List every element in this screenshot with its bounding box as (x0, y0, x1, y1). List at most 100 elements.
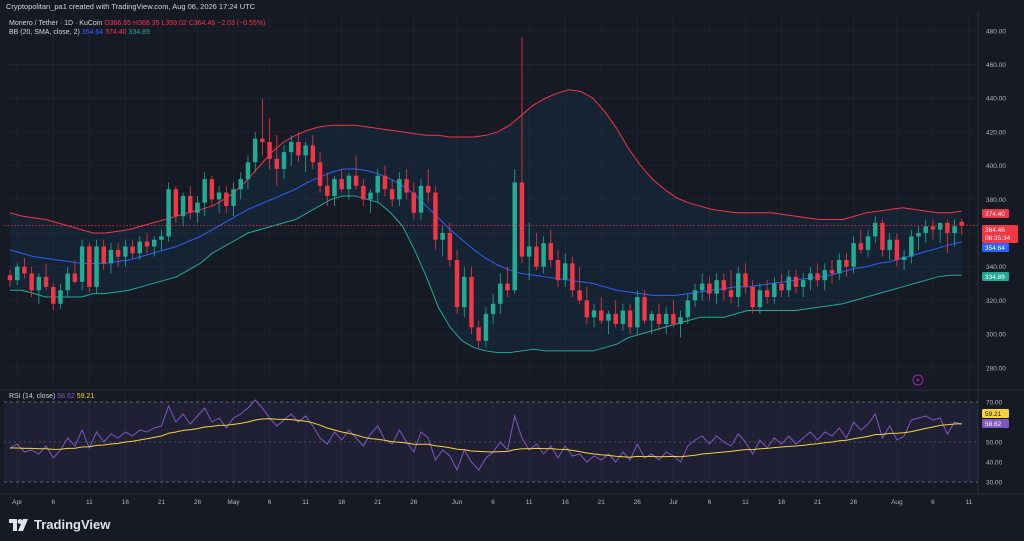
candle-body (894, 239, 900, 260)
candle-body (303, 145, 308, 156)
candle-body (123, 246, 128, 257)
candle-body (620, 310, 626, 324)
candle-body (288, 142, 294, 153)
time-axis[interactable]: Apr 6 11 16 21 26 May 6 11 16 21 26 Jun 6 11 16 21 26 Jul 6… (12, 499, 973, 506)
candle-body (51, 286, 56, 304)
candle-body (411, 192, 417, 213)
candle-body (671, 313, 676, 324)
time-tick-label: 6 (931, 499, 935, 506)
time-tick-label: 6 (708, 499, 712, 506)
candle-body (418, 185, 424, 213)
grid (0, 12, 1024, 495)
candle-body (548, 243, 554, 260)
ohlc-close: C364.46 (188, 20, 216, 27)
candle-body (317, 162, 323, 186)
price-tick-label: 300.00 (986, 332, 1006, 339)
candle-body (216, 192, 222, 200)
countdown-text: 06:35:34 (985, 235, 1011, 242)
price-tick-label: 440.00 (986, 96, 1006, 103)
lightning-icon[interactable] (912, 374, 924, 386)
candle-body (656, 313, 662, 324)
time-tick-label: 16 (122, 499, 130, 506)
candle-body (447, 233, 453, 260)
candle-body (526, 246, 532, 257)
candle-body (887, 239, 892, 250)
rsi-legend[interactable]: RSI (14, close) 58.62 59.21 (9, 393, 94, 400)
time-tick-label: 11 (966, 499, 973, 506)
time-tick-label: 21 (598, 499, 606, 506)
time-tick-label: 6 (51, 499, 55, 506)
time-tick-label: 16 (338, 499, 346, 506)
candle-body (101, 246, 106, 264)
candle-body (137, 241, 143, 254)
bb-upper-badge (982, 209, 1009, 218)
candle-body (375, 175, 380, 193)
candle-body (786, 276, 791, 291)
tradingview-logo[interactable]: TradingView (9, 517, 110, 532)
candle-body (829, 270, 835, 274)
candle-body (425, 185, 431, 193)
time-tick-label: 6 (268, 499, 272, 506)
candle-body (959, 221, 965, 226)
tradingview-wordmark: TradingView (34, 517, 111, 532)
candle-body (591, 310, 597, 318)
time-tick-label: 21 (814, 499, 822, 506)
bb-lower-badge-text: 334.89 (985, 274, 1005, 281)
time-tick-label: Jun (452, 499, 463, 506)
candle-body (433, 192, 438, 240)
candle-body (800, 280, 806, 287)
price-badge (982, 225, 1018, 243)
candle-body (750, 286, 755, 308)
candle-body (79, 246, 85, 282)
candle-body (642, 297, 647, 321)
ohlc-change: −2.03 (−0.55%) (217, 20, 266, 27)
candle-body (202, 179, 207, 203)
candle-body (490, 303, 496, 314)
bb-legend[interactable]: BB (20, SMA, close, 2) 354.64 374.40 334… (9, 29, 150, 36)
candle-body (779, 283, 784, 291)
candle-body (952, 226, 957, 234)
price-axis[interactable]: 280.00300.00320.00340.00360.00380.00400.… (986, 28, 1006, 486)
candle-body (22, 266, 27, 274)
candle-body (209, 179, 215, 200)
candle-body (14, 266, 20, 281)
candle-body (649, 313, 654, 321)
candle-body (87, 246, 92, 287)
time-tick-label: 26 (194, 499, 202, 506)
candle-body (909, 236, 914, 257)
rsi-tick-label: 30.00 (986, 480, 1003, 487)
price-tick-label: 280.00 (986, 365, 1006, 372)
candle-body (613, 313, 618, 324)
candle-body (361, 185, 366, 200)
candle-body (570, 263, 575, 291)
candle-body (404, 179, 409, 193)
candle-body (498, 283, 503, 304)
time-tick-label: Apr (12, 499, 23, 506)
axis-badges: 374.40 364.46 06:35:34 354.64 334.89 59.… (982, 209, 1018, 428)
candle-body (260, 138, 265, 143)
ohlc-high: H368.35 (133, 20, 160, 27)
candle-body (736, 273, 741, 298)
credit-text: Cryptopolitan_pa1 created with TradingVi… (6, 2, 256, 11)
candle-body (851, 243, 856, 267)
candle-body (678, 317, 683, 324)
price-tick-label: 380.00 (986, 197, 1006, 204)
time-tick-label: 11 (742, 499, 749, 506)
candle-body (865, 236, 871, 250)
candle-body (685, 300, 691, 318)
time-tick-label: Aug (891, 499, 903, 506)
candle-body (188, 195, 193, 213)
symbol-legend[interactable]: Monero / Tether · 1D · KuCoin O366.65 H3… (9, 20, 265, 27)
candle-body (880, 222, 885, 250)
candle-body (728, 290, 734, 298)
candle-body (699, 283, 705, 291)
candle-body (108, 249, 114, 264)
rsi-ma-line (10, 418, 962, 458)
candle-body (72, 273, 78, 282)
candle-body (368, 192, 373, 200)
rsi-value: 58.62 (57, 393, 75, 400)
time-tick-label: 11 (86, 499, 93, 506)
candle-body (65, 273, 70, 291)
candle-body (858, 243, 864, 250)
